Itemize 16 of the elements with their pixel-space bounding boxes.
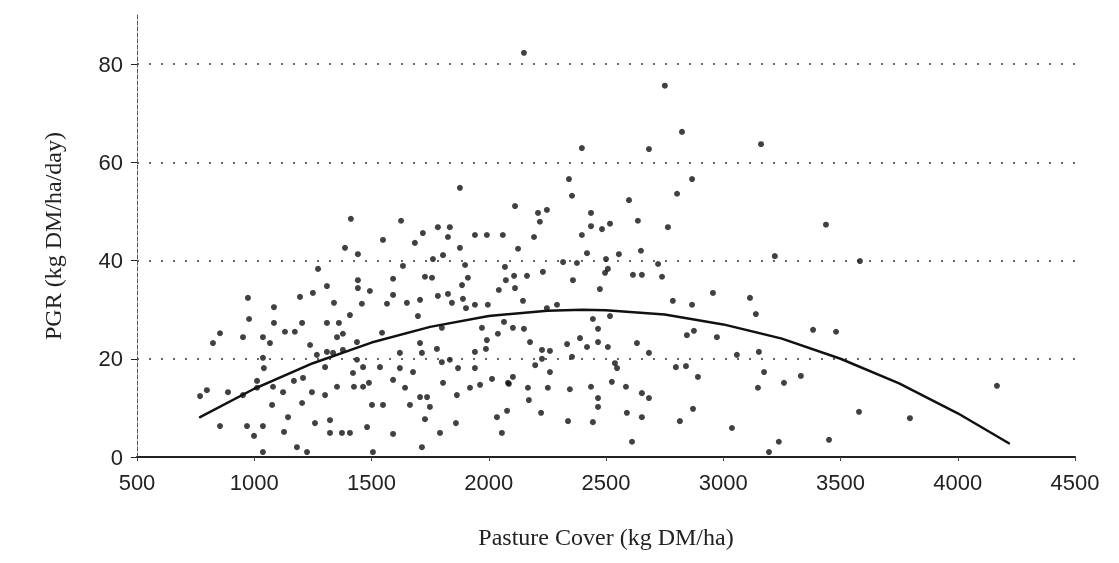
x-tick-label: 4500 [1050,469,1100,495]
x-tick-label: 1000 [229,469,279,495]
x-tick-label: 2500 [581,469,631,495]
x-tick-label: 3000 [698,469,748,495]
y-tick-label: 60 [98,149,123,175]
y-tick-label: 0 [110,444,123,470]
x-tick-label: 3500 [816,469,865,495]
x-tick-label: 2000 [464,469,514,495]
x-tick-label: 4000 [933,469,983,495]
x-tick-label: 1500 [347,469,396,495]
y-tick-label: 40 [98,248,123,274]
x-tick-label: 500 [118,469,156,495]
y-tick-label: 80 [98,51,123,77]
x-axis-title: Pasture Cover (kg DM/ha) [478,524,734,550]
y-tick-label: 20 [98,346,123,372]
y-axis-title: PGR (kg DM/ha/day) [40,132,66,340]
